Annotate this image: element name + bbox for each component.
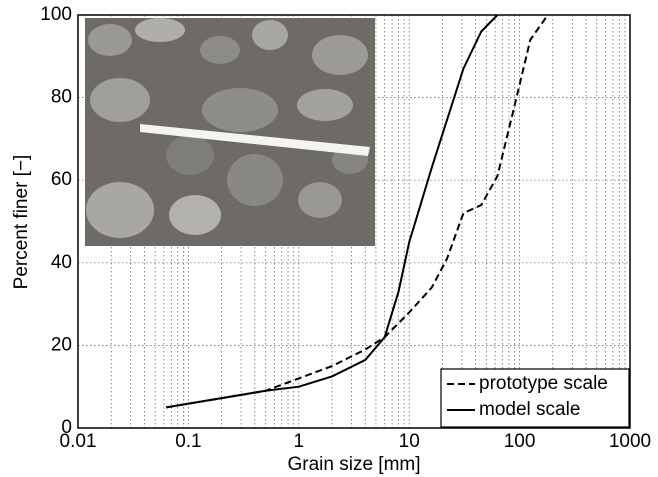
y-tick-label: 100: [40, 4, 72, 25]
series-line: [166, 14, 549, 409]
y-tick-label: 20: [51, 334, 72, 355]
x-tick-label: 1000: [609, 431, 651, 452]
y-tick-label: 0: [61, 417, 72, 438]
y-tick-label: 80: [51, 87, 72, 108]
legend-label: model scale: [479, 399, 580, 420]
plot-frame: [77, 14, 631, 429]
x-tick-label: 10: [399, 431, 420, 452]
x-tick-label: 0.1: [175, 431, 201, 452]
photo-inset: [85, 18, 375, 246]
y-tick-label: 40: [51, 252, 72, 273]
x-axis-label: Grain size [mm]: [287, 454, 420, 475]
legend-label: prototype scale: [479, 373, 608, 394]
legend-box: [440, 368, 630, 428]
plot-lines: [166, 14, 549, 409]
y-axis-label: Percent finer [−]: [11, 155, 32, 290]
y-tick-label: 60: [51, 169, 72, 190]
x-tick-label: 1: [294, 431, 305, 452]
x-tick-label: 0.01: [60, 431, 97, 452]
legend: prototype scale model scale: [440, 368, 630, 428]
series-line: [166, 14, 499, 409]
x-tick-label: 100: [504, 431, 536, 452]
